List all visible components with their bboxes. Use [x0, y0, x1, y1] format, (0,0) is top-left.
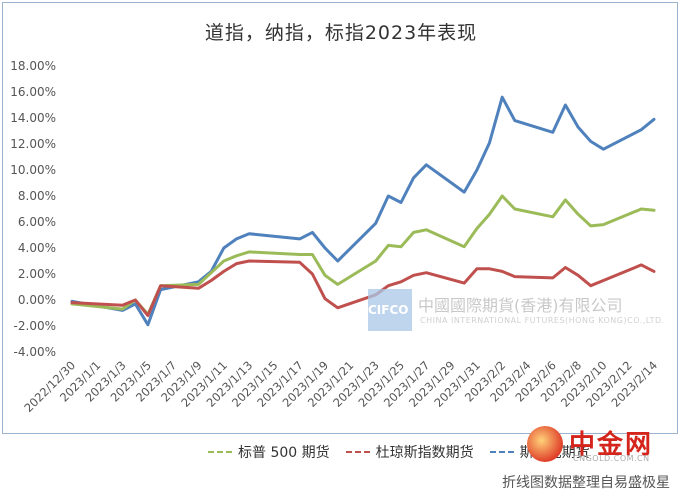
- y-tick-label: 8.00%: [18, 189, 56, 203]
- y-tick-label: 10.00%: [10, 163, 56, 177]
- y-axis-ticks: -4.00% -2.00% 0.00% 2.00% 4.00% 6.00% 8.00% 10.…: [10, 59, 56, 359]
- y-tick-label: -2.00%: [14, 319, 56, 333]
- y-tick-label: -4.00%: [14, 345, 56, 359]
- series-line-dji: [70, 259, 656, 318]
- logo-icon: [527, 426, 563, 462]
- y-tick-label: 14.00%: [10, 111, 56, 125]
- series-line-spx: [70, 194, 656, 316]
- legend-swatch-spx: [208, 451, 232, 453]
- watermark-company: 中國國際期貨(香港)有限公司: [418, 296, 623, 315]
- watermark-badge: CIFCO: [368, 289, 412, 331]
- legend-item-spx: 标普 500 期货: [208, 442, 330, 462]
- logo-name: 中金网: [569, 430, 654, 460]
- legend-swatch-dji: [345, 451, 370, 453]
- series-lines: [70, 95, 656, 327]
- legend-label-spx: 标普 500 期货: [238, 445, 330, 461]
- chart-title: 道指，纳指，标指2023年表现: [204, 22, 478, 44]
- legend-swatch-ndx: [489, 451, 514, 453]
- y-tick-label: 12.00%: [10, 137, 56, 151]
- legend-label-dji: 杜琼斯指数期货: [375, 445, 474, 461]
- watermark-company-en: CHINA INTERNATIONAL FUTURES(HONG KONG)CO…: [420, 316, 665, 325]
- legend-item-dji: 杜琼斯指数期货: [345, 442, 474, 462]
- logo-sub: CNGOLD.COM.CN: [573, 454, 650, 463]
- series-line-ndx: [70, 95, 656, 327]
- y-tick-label: 0.00%: [18, 293, 56, 307]
- data-source-note: 折线图数据整理自易盛极星: [502, 475, 670, 491]
- cngold-logo: 中金网 CNGOLD.COM.CN: [525, 424, 675, 468]
- y-tick-label: 4.00%: [18, 241, 56, 255]
- chart-frame: [2, 2, 678, 434]
- y-tick-label: 18.00%: [10, 59, 56, 73]
- x-axis-ticks: 2022/12/302023/1/12023/1/32023/1/52023/1…: [21, 358, 660, 415]
- y-tick-label: 16.00%: [10, 85, 56, 99]
- y-tick-label: 2.00%: [18, 267, 56, 281]
- y-tick-label: 6.00%: [18, 215, 56, 229]
